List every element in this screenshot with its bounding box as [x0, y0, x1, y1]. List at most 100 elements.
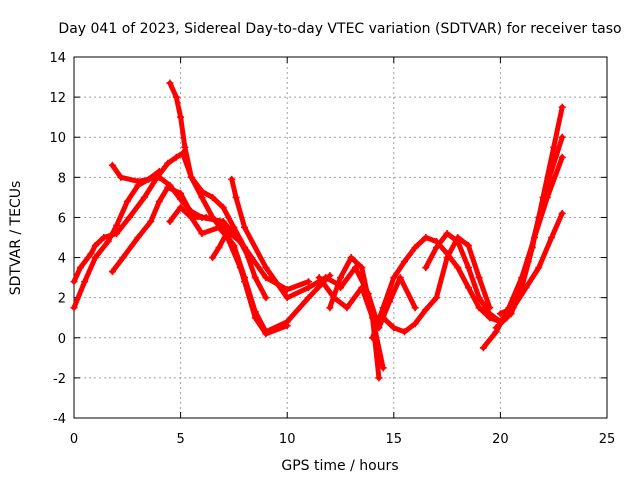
data-point-marker: [432, 244, 440, 252]
data-point-marker: [164, 183, 172, 191]
y-tick-label: -2: [53, 372, 66, 387]
track-line: [71, 150, 186, 285]
data-point-marker: [87, 250, 95, 258]
x-tick-label: 10: [279, 432, 296, 447]
data-point-marker: [475, 294, 483, 302]
y-axis-label: SDTVAR / TECUs: [8, 181, 24, 296]
data-point-marker: [283, 322, 291, 330]
x-tick-label: 0: [70, 432, 78, 447]
series-satellite-track-15: [422, 229, 504, 326]
data-point-marker: [475, 304, 483, 312]
data-point-marker: [550, 143, 558, 151]
data-point-marker: [81, 278, 89, 286]
data-point-marker: [119, 254, 127, 262]
data-point-marker: [125, 213, 133, 221]
data-point-marker: [305, 284, 313, 292]
data-point-marker: [76, 264, 84, 272]
data-point-marker: [379, 314, 387, 322]
data-point-marker: [262, 294, 270, 302]
data-point-marker: [177, 189, 185, 197]
data-point-marker: [228, 175, 236, 183]
data-point-marker: [209, 193, 217, 201]
data-point-marker: [236, 264, 244, 272]
data-point-marker: [113, 229, 121, 237]
data-point-marker: [147, 217, 155, 225]
data-point-marker: [245, 254, 253, 262]
data-point-marker: [166, 217, 174, 225]
data-point-marker: [464, 284, 472, 292]
data-point-marker: [545, 173, 553, 181]
data-point-marker: [262, 264, 270, 272]
data-point-marker: [134, 177, 142, 185]
chart-title: Day 041 of 2023, Sidereal Day-to-day VTE…: [58, 21, 621, 37]
data-point-marker: [558, 133, 566, 141]
data-point-marker: [492, 328, 500, 336]
data-point-marker: [241, 223, 249, 231]
series-satellite-track-5: [70, 149, 187, 286]
data-point-marker: [315, 274, 323, 282]
data-point-marker: [134, 234, 142, 241]
data-point-marker: [548, 234, 556, 241]
data-point-marker: [198, 193, 206, 201]
data-point-marker: [443, 254, 451, 262]
data-point-marker: [390, 324, 398, 332]
data-point-marker: [343, 304, 351, 312]
data-point-marker: [215, 244, 223, 252]
data-point-marker: [91, 242, 99, 250]
data-point-marker: [202, 213, 210, 221]
data-point-marker: [177, 203, 185, 211]
data-point-marker: [251, 274, 259, 282]
data-point-marker: [108, 268, 116, 276]
data-point-marker: [241, 278, 249, 286]
y-tick-label: 6: [58, 211, 66, 226]
data-point-marker: [351, 264, 359, 272]
plot-frame: [73, 56, 608, 419]
data-point-marker: [155, 197, 163, 205]
series-satellite-track-8: [166, 203, 244, 272]
data-point-marker: [486, 314, 494, 322]
data-markers: [70, 79, 566, 382]
data-point-marker: [215, 223, 223, 231]
data-point-marker: [379, 364, 387, 372]
data-point-marker: [531, 234, 539, 241]
data-point-marker: [113, 221, 121, 229]
x-tick-label: 5: [176, 432, 184, 447]
data-point-marker: [209, 254, 217, 262]
data-point-marker: [166, 79, 174, 87]
data-point-marker: [400, 328, 408, 336]
data-point-marker: [558, 103, 566, 111]
series-satellite-track-12: [337, 264, 419, 332]
data-point-marker: [411, 320, 419, 328]
data-point-marker: [347, 254, 355, 262]
data-point-marker: [283, 286, 291, 294]
data-point-marker: [224, 227, 232, 235]
y-tick-label: 8: [58, 171, 66, 186]
data-point-marker: [422, 264, 430, 272]
data-point-marker: [230, 223, 238, 231]
data-point-marker: [305, 294, 313, 302]
data-point-marker: [411, 304, 419, 312]
data-point-marker: [187, 213, 195, 221]
data-point-marker: [108, 161, 116, 169]
data-point-marker: [522, 284, 530, 292]
data-point-marker: [479, 344, 487, 352]
axis-ticks: 0 5 10 15 20 25 -4 -2 0 2 4 6 8 10 12 14: [49, 51, 615, 447]
series-satellite-track-3: [166, 79, 270, 302]
y-tick-label: 2: [58, 292, 66, 307]
data-point-marker: [305, 278, 313, 286]
data-point-marker: [464, 264, 472, 272]
track-line: [316, 275, 386, 371]
data-point-marker: [422, 234, 430, 241]
data-point-marker: [181, 143, 189, 151]
data-point-marker: [454, 238, 462, 246]
data-point-marker: [558, 153, 566, 161]
data-point-marker: [390, 274, 398, 282]
track-line: [180, 150, 333, 335]
data-point-marker: [558, 209, 566, 217]
data-point-marker: [379, 304, 387, 312]
data-point-marker: [219, 203, 227, 211]
data-point-marker: [104, 238, 112, 246]
data-point-marker: [368, 334, 376, 342]
data-point-marker: [358, 264, 366, 272]
